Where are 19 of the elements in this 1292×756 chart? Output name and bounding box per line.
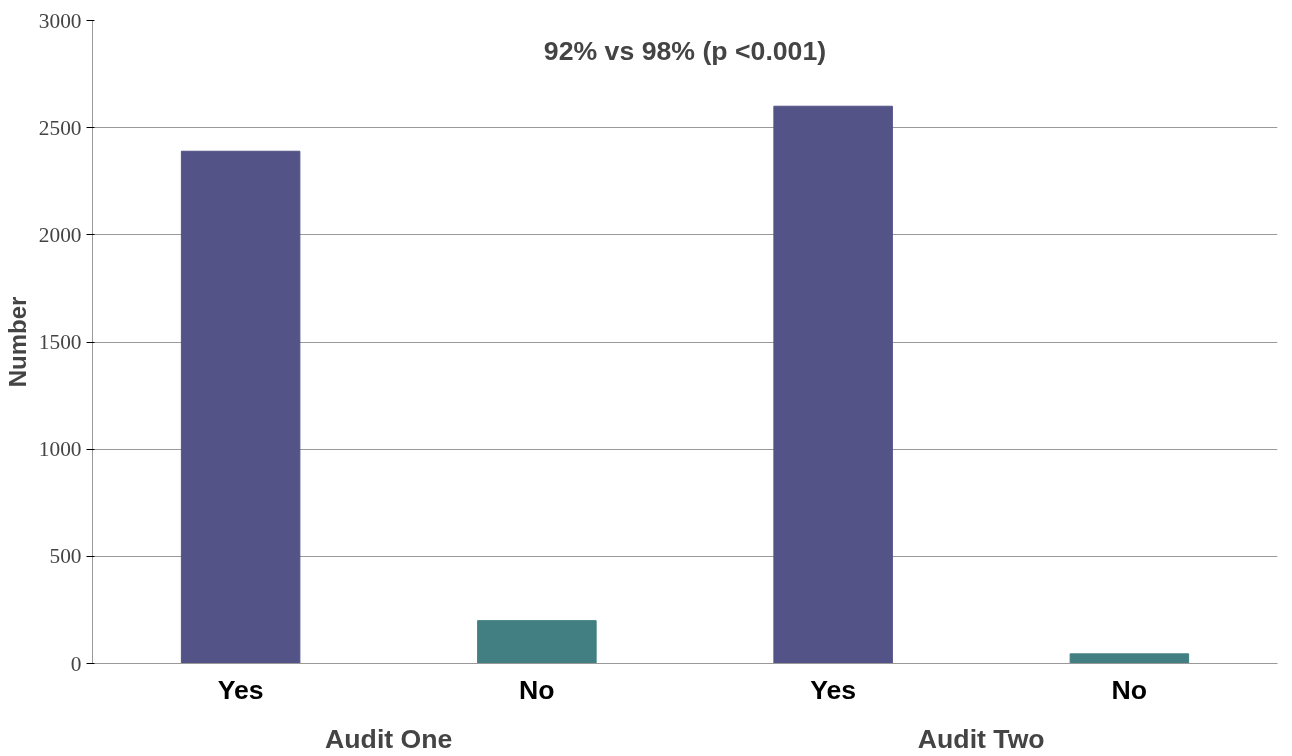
x-tick-label: Yes xyxy=(810,674,857,705)
y-tick-label: 2000 xyxy=(38,222,82,247)
y-tick-label: 0 xyxy=(70,651,82,676)
x-tick-label: Yes xyxy=(217,674,264,705)
x-tick-label: No xyxy=(519,674,555,705)
y-axis-title: Number xyxy=(3,296,31,388)
bar xyxy=(773,105,893,664)
y-tick-label: 2500 xyxy=(38,115,82,140)
y-tick-label: 500 xyxy=(49,544,82,569)
bar xyxy=(1069,653,1190,664)
y-tick-label: 3000 xyxy=(38,8,82,33)
y-tick-label: 1000 xyxy=(38,437,82,462)
bar xyxy=(180,150,301,664)
bar xyxy=(477,620,597,664)
text: Audit Two xyxy=(917,723,1045,754)
text: Audit One xyxy=(325,723,453,754)
y-tick-label: 1500 xyxy=(38,330,82,354)
x-tick-label: No xyxy=(1111,674,1148,705)
text: 92% vs 98% (p <0.001) xyxy=(543,35,827,66)
